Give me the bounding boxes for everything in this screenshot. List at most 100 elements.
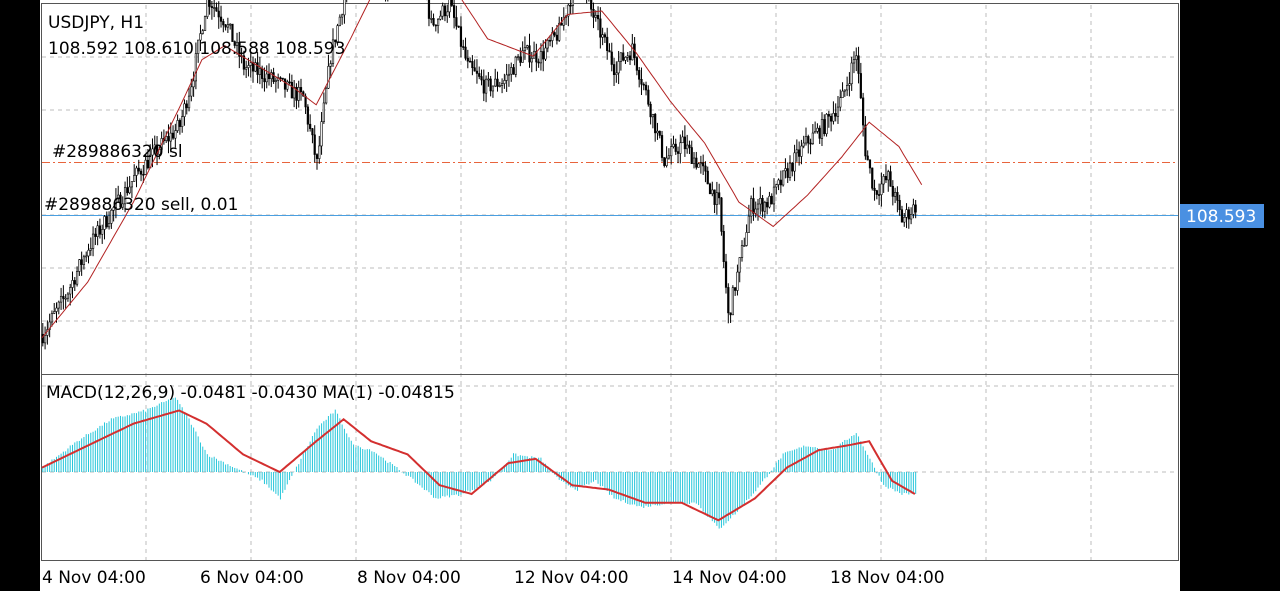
candle-body <box>48 321 51 330</box>
candle-body <box>864 124 867 157</box>
candlestick-series[interactable] <box>41 0 917 350</box>
candle-body <box>66 293 70 299</box>
candle-body <box>327 66 330 89</box>
candle-body <box>555 34 559 41</box>
candle-body <box>624 56 627 61</box>
candle-body <box>544 47 547 60</box>
candle-body <box>101 229 104 235</box>
ohlc-label: 108.592 108.610 108.588 108.593 <box>48 39 345 59</box>
candle-body <box>640 78 643 85</box>
candle-body <box>852 59 856 64</box>
candle-body <box>846 85 849 91</box>
candle-body <box>713 189 716 205</box>
candle-body <box>274 80 277 82</box>
current-price-tag-label: 108.593 <box>1186 207 1256 227</box>
candle-body <box>875 190 878 195</box>
candle-body <box>249 62 252 66</box>
candle-body <box>809 142 812 145</box>
candle-body <box>334 39 337 43</box>
candle-body <box>176 120 179 131</box>
price-axis-label: 109.510 <box>1182 48 1252 68</box>
candle-body <box>695 157 698 168</box>
macd-signal-line <box>41 409 916 522</box>
candle-body <box>711 189 714 195</box>
candle-body <box>855 55 858 60</box>
candle-body <box>848 83 851 86</box>
candle-body <box>610 51 613 65</box>
candle-body <box>279 77 282 79</box>
candle-body <box>480 76 483 81</box>
candle-body <box>756 203 760 210</box>
candle-body <box>299 87 303 93</box>
candle-body <box>283 78 287 90</box>
candle-body <box>443 5 447 17</box>
candle-body <box>681 136 684 144</box>
candle-body <box>144 159 147 175</box>
candle-body <box>768 195 771 208</box>
candle-body <box>270 72 273 80</box>
candle-body <box>503 80 506 84</box>
candle-body <box>896 192 899 201</box>
candle-body <box>523 47 527 51</box>
candle-body <box>546 39 549 49</box>
candle-body <box>208 0 211 7</box>
candle-body <box>446 11 449 17</box>
candle-body <box>638 70 641 80</box>
candle-body <box>750 198 753 217</box>
candle-body <box>686 144 689 150</box>
candle-body <box>704 165 707 172</box>
candle-body <box>827 113 830 117</box>
candle-body <box>884 176 888 181</box>
candle-body <box>167 136 170 142</box>
candle-body <box>754 208 757 214</box>
time-axis: 4 Nov 04:00 6 Nov 04:00 8 Nov 04:00 12 N… <box>42 568 945 588</box>
candle-body <box>452 5 456 18</box>
candle-body <box>622 52 625 61</box>
candle-body <box>448 0 451 13</box>
candle-body <box>183 103 186 117</box>
candle-body <box>519 56 522 63</box>
candle-body <box>235 41 239 46</box>
macd-axis-label: -0.1804 <box>1182 542 1248 562</box>
candle-body <box>775 184 778 188</box>
candle-body <box>69 287 72 295</box>
macd-histogram <box>42 397 917 529</box>
candle-body <box>839 97 842 108</box>
candle-body <box>569 4 572 7</box>
candle-body <box>439 15 442 20</box>
candle-body <box>560 22 563 26</box>
candle-body <box>898 200 901 211</box>
candle-body <box>64 297 67 300</box>
candle-body <box>190 86 193 97</box>
candle-body <box>165 136 168 141</box>
candle-body <box>71 280 74 288</box>
candle-body <box>242 55 245 70</box>
candle-body <box>603 34 607 38</box>
candle-body <box>667 155 670 159</box>
candle-body <box>635 57 638 71</box>
chart-background <box>40 0 1180 591</box>
candle-body <box>494 78 497 87</box>
candle-body <box>55 307 58 312</box>
candle-body <box>802 142 805 147</box>
candle-body <box>210 6 213 8</box>
candle-body <box>169 132 172 142</box>
candle-body <box>663 157 666 166</box>
candle-body <box>811 132 814 144</box>
candle-body <box>697 163 700 168</box>
candle-body <box>231 23 234 42</box>
candle-body <box>793 152 796 172</box>
candle-body <box>800 145 803 157</box>
candle-body <box>50 313 54 323</box>
candle-body <box>516 56 520 59</box>
candle-body <box>816 127 819 132</box>
candle-body <box>222 21 225 26</box>
candle-body <box>727 287 730 314</box>
candle-body <box>80 259 83 265</box>
candle-body <box>468 60 472 63</box>
candle-body <box>777 179 780 185</box>
candle-body <box>507 73 511 76</box>
candle-body <box>734 287 737 291</box>
candle-body <box>437 18 440 26</box>
